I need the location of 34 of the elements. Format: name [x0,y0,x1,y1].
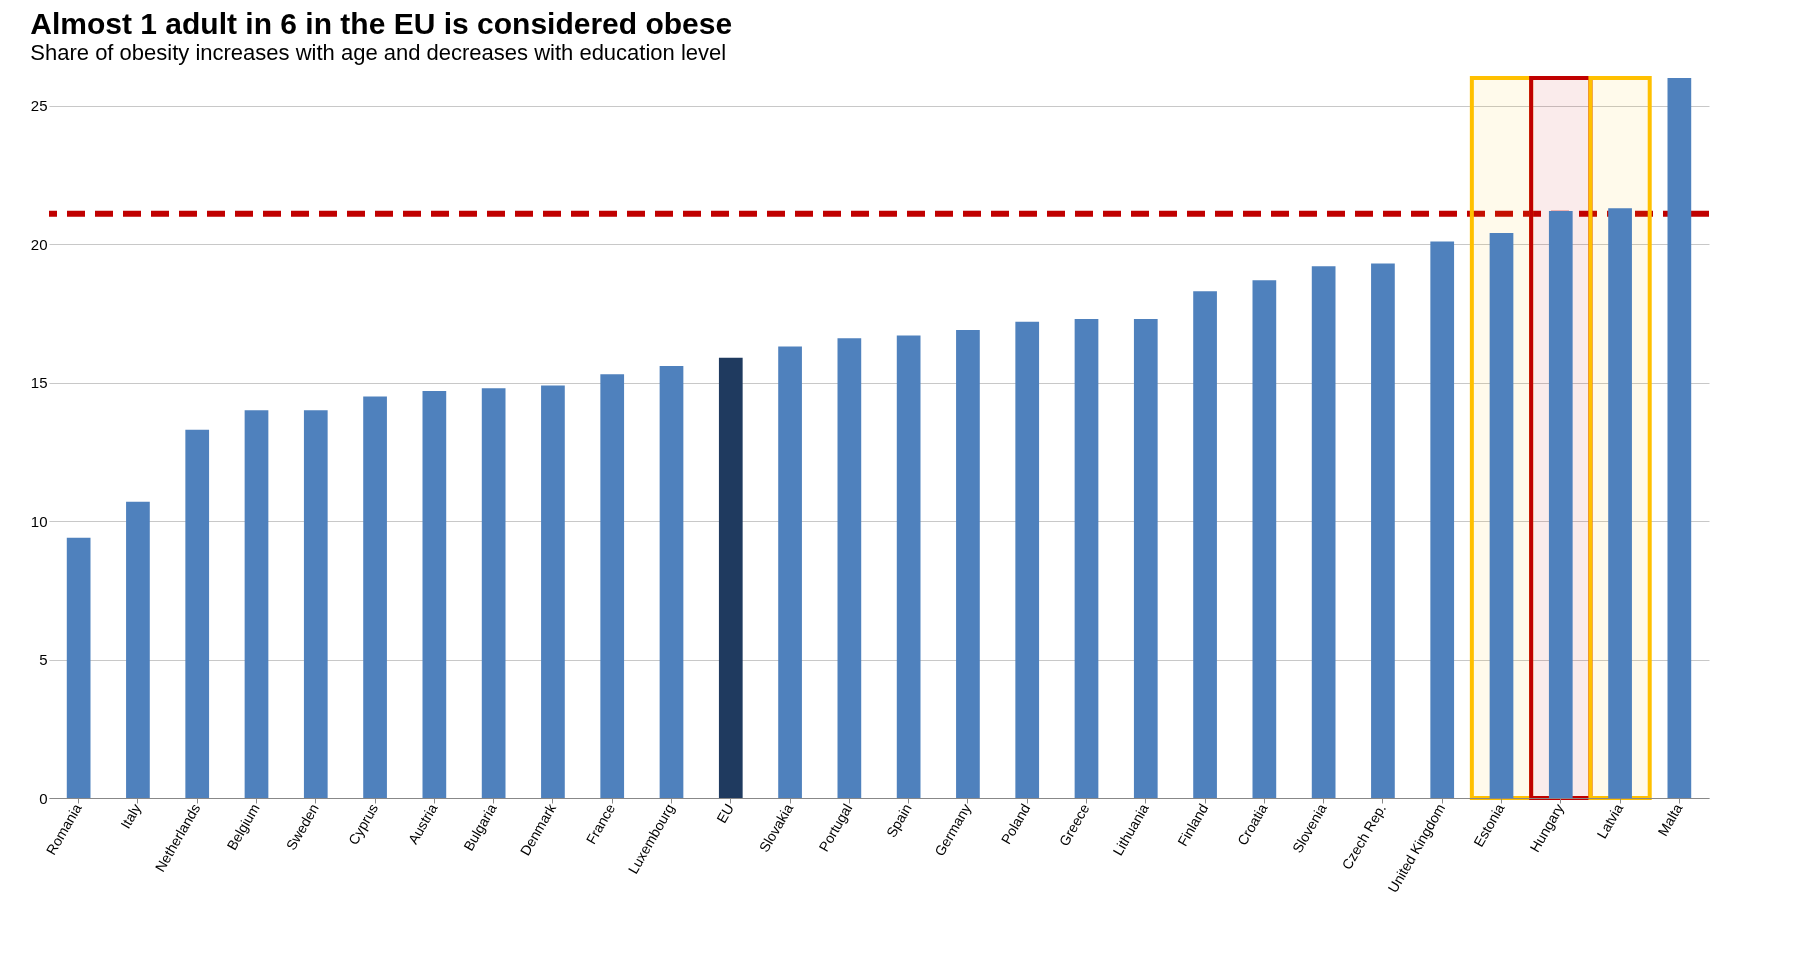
bar [244,410,269,798]
y-tick-label: 25 [30,97,48,115]
chart-title: Almost 1 adult in 6 in the EU is considered obese [30,7,733,40]
bar [600,374,625,798]
bar [1311,266,1336,798]
bar [1074,318,1099,798]
bar [363,396,387,798]
bar [126,501,150,798]
bar [1015,321,1040,798]
bar [956,330,980,798]
bar [422,390,447,798]
chart-subtitle: Share of obesity increases with age and decreases with education level [30,40,727,65]
y-tick-label: 20 [30,235,48,253]
y-tick-label: 5 [39,651,48,669]
bar [185,429,210,798]
y-tick-label: 10 [30,512,48,530]
bar [66,537,91,798]
y-tick-label: 15 [30,374,48,392]
bar [1371,263,1395,798]
bar [541,385,565,798]
bar [1667,78,1692,798]
bar [1193,291,1217,798]
y-tick-label: 0 [39,789,48,807]
bar [896,335,921,798]
bar [303,410,328,798]
bar [1252,280,1277,798]
bar [778,346,802,798]
x-tick-label: EU [713,801,737,826]
bar [837,338,862,798]
bar [1133,318,1158,798]
bar [659,366,684,798]
bar [481,388,506,798]
bar [1430,241,1455,798]
bar [718,357,743,798]
